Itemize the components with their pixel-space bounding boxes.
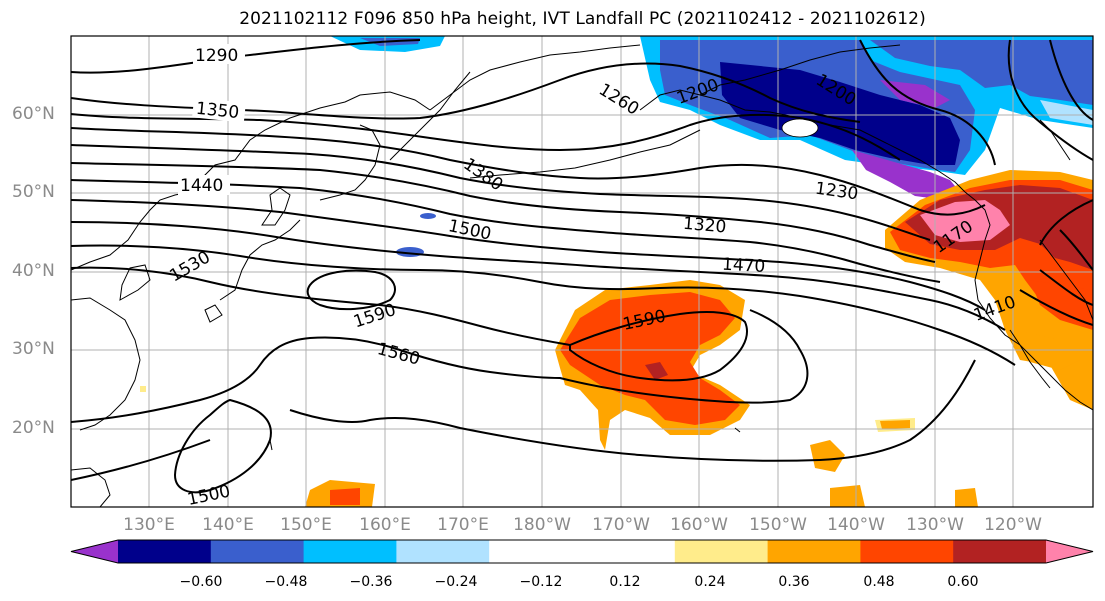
lon-label: 150°W [749, 515, 807, 535]
contour-label: 1350 [195, 99, 240, 123]
map-title: 2021102112 F096 850 hPa height, IVT Land… [239, 9, 926, 29]
colorbar-tick-label: −0.12 [519, 574, 563, 590]
colorbar-swatch [303, 540, 397, 563]
colorbar-tick-label: 0.60 [947, 574, 979, 590]
colorbar [70, 539, 1094, 564]
colorbar-swatch [210, 540, 305, 563]
colorbar-tick-label: −0.48 [264, 574, 308, 590]
lon-label: 140°E [202, 515, 254, 535]
lat-label: 50°N [12, 182, 55, 202]
lon-label: 130°E [123, 515, 175, 535]
colorbar-swatch [674, 540, 769, 563]
contour-label: 1470 [722, 255, 766, 277]
lon-label: 170°E [437, 515, 489, 535]
lon-label: 140°W [827, 515, 885, 535]
map-frame [70, 35, 1094, 508]
height-contours [71, 39, 1093, 494]
colorbar-swatch [767, 540, 861, 563]
colorbar-swatch [953, 540, 1047, 563]
colorbar-tick-label: −0.24 [434, 574, 478, 590]
contour-label: 1320 [682, 214, 727, 238]
contour-label: 1290 [195, 46, 238, 66]
lon-label: 160°W [670, 515, 728, 535]
colorbar-tick-label: −0.36 [349, 574, 393, 590]
colorbar-swatch [489, 540, 583, 563]
colorbar-tick-label: 0.24 [694, 574, 726, 590]
lon-label: 130°W [906, 515, 964, 535]
colorbar-tick-label: −0.60 [179, 574, 223, 590]
colorbar-extend-low [71, 540, 118, 563]
lon-label: 180°W [513, 515, 571, 535]
lon-label: 170°W [592, 515, 650, 535]
contour-label: 1440 [180, 176, 223, 196]
colorbar-swatch [860, 540, 954, 563]
colorbar-swatch [582, 540, 676, 563]
colorbar-tick-label: 0.48 [863, 574, 895, 590]
colorbar-swatch [396, 540, 490, 563]
lat-label: 20°N [12, 418, 55, 438]
lat-label: 30°N [12, 339, 55, 359]
colorbar-swatch [118, 540, 212, 563]
lon-label: 160°E [359, 515, 411, 535]
lat-label: 60°N [12, 104, 55, 124]
lon-label: 150°E [280, 515, 332, 535]
colorbar-outline [70, 539, 1094, 564]
colorbar-tick-label: 0.12 [609, 574, 641, 590]
colorbar-extend-high [1046, 540, 1093, 563]
lon-label: 120°W [984, 515, 1042, 535]
colorbar-tick-label: 0.36 [778, 574, 810, 590]
lat-label: 40°N [12, 261, 55, 281]
